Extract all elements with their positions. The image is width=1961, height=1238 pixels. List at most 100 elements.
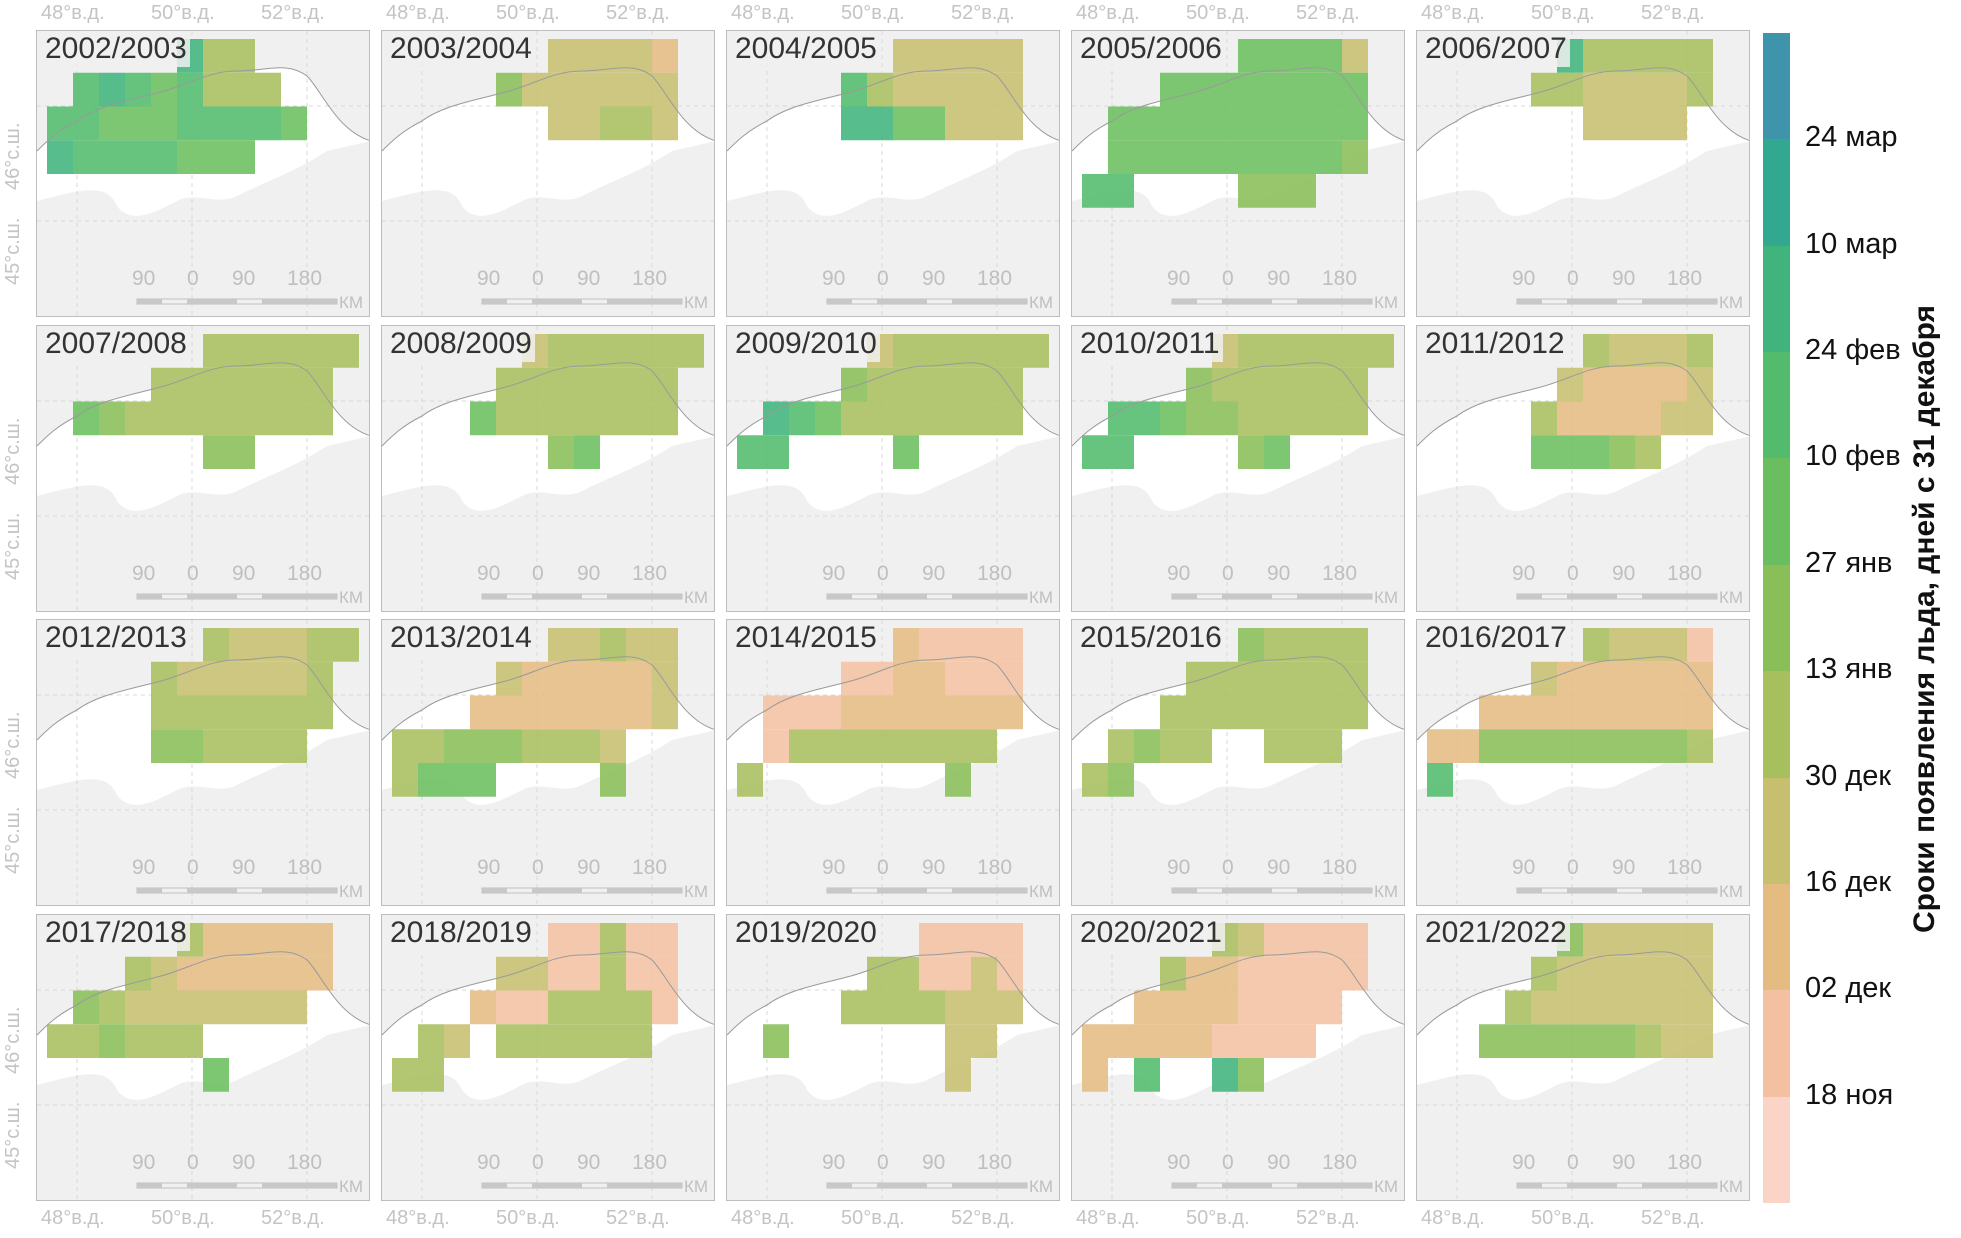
ice-onset-cell [496, 401, 522, 436]
ice-onset-cell [1238, 140, 1264, 174]
ice-onset-cell [971, 106, 997, 141]
ice-onset-cell [1635, 334, 1661, 368]
ice-onset-cell [1108, 106, 1134, 141]
ice-onset-cell [548, 695, 574, 730]
scalebar-tick-label: 90 [1612, 562, 1636, 585]
ice-onset-cell [1212, 695, 1238, 730]
ice-onset-cell [1583, 990, 1609, 1025]
ice-onset-cell [73, 401, 99, 436]
scalebar-segment [137, 1183, 162, 1188]
ice-onset-cell [281, 923, 307, 957]
scalebar-tick-label: 90 [822, 856, 846, 879]
ice-onset-cell [945, 923, 971, 957]
longitude-label: 52°в.д. [261, 2, 325, 24]
ice-onset-cell [1635, 628, 1661, 662]
ice-onset-cell [1108, 763, 1134, 797]
scalebar-segment [137, 594, 162, 599]
scalebar-tick-label: 90 [1512, 856, 1536, 879]
scalebar-segment [137, 299, 162, 304]
ice-onset-cell [997, 990, 1023, 1025]
ice-onset-cell [1635, 435, 1661, 469]
scalebar-tick-label: 90 [477, 856, 501, 879]
ice-onset-cell [600, 367, 626, 402]
ice-onset-cell [919, 72, 945, 107]
scalebar-tick-label: 90 [577, 1151, 601, 1174]
scalebar-tick-label: 180 [287, 267, 323, 290]
ice-onset-cell [919, 39, 945, 73]
ice-onset-cell [1134, 1058, 1160, 1092]
longitude-label: 50°в.д. [151, 2, 215, 24]
ice-onset-cell [1264, 401, 1290, 436]
ice-onset-cell [1082, 1058, 1108, 1092]
ice-onset-cell [1661, 990, 1687, 1025]
ice-onset-cell [626, 695, 652, 730]
ice-onset-cell [281, 956, 307, 991]
ice-onset-cell [522, 661, 548, 696]
ice-onset-cell [1583, 956, 1609, 991]
scalebar-tick-label: 90 [922, 562, 946, 585]
ice-onset-cell [763, 729, 789, 763]
ice-onset-cell [1661, 661, 1687, 696]
ice-onset-cell [307, 695, 333, 730]
ice-onset-cell [1316, 401, 1342, 436]
ice-onset-cell [574, 923, 600, 957]
latitude-label: 46°с.ш. [2, 1006, 24, 1074]
scalebar-tick-label: 0 [1567, 856, 1579, 879]
scalebar [1516, 298, 1718, 305]
scalebar-tick-label: 90 [1267, 1151, 1291, 1174]
ice-onset-cell [470, 695, 496, 730]
scalebar-tick-label: 180 [977, 856, 1013, 879]
ice-onset-cell [1583, 695, 1609, 730]
ice-onset-cell [1186, 956, 1212, 991]
ice-onset-cell [971, 72, 997, 107]
ice-onset-cell [600, 990, 626, 1025]
map-canvas [1417, 915, 1749, 1200]
coastline [382, 67, 714, 152]
ice-onset-cell [392, 763, 418, 797]
land-south [727, 730, 1059, 905]
map-canvas [37, 326, 369, 611]
ice-onset-cell [1160, 401, 1186, 436]
ice-onset-cell [574, 334, 600, 368]
ice-onset-cell [1290, 174, 1316, 208]
scalebar-tick-label: 180 [287, 1151, 323, 1174]
scalebar-tick-label: 90 [1167, 1151, 1191, 1174]
scalebar-tick-label: 90 [232, 856, 256, 879]
coastline [727, 656, 1059, 741]
ice-onset-cell [333, 628, 359, 662]
ice-onset-cell [1316, 334, 1342, 368]
ice-onset-cell [1316, 695, 1342, 730]
season-label: 2003/2004 [387, 31, 535, 67]
longitude-label: 52°в.д. [951, 2, 1015, 24]
scalebar-unit: КМ [1029, 293, 1054, 312]
scalebar-segment [532, 594, 582, 599]
ice-onset-cell [1661, 334, 1687, 368]
land-south [382, 436, 714, 611]
ice-onset-cell [626, 923, 652, 957]
scalebar-segment [877, 1183, 927, 1188]
ice-onset-cell [151, 990, 177, 1025]
ice-onset-cell [1342, 628, 1368, 662]
ice-onset-cell [1342, 956, 1368, 991]
coastline [727, 67, 1059, 152]
map-panel: 2003/2004 90 0 90 180 КМ [381, 30, 715, 317]
ice-onset-cell [1583, 39, 1609, 73]
legend-color-step [1763, 245, 1790, 353]
ice-onset-cell [333, 334, 359, 368]
scalebar-segment [137, 888, 162, 893]
ice-onset-cell [1160, 990, 1186, 1025]
scalebar [826, 593, 1028, 600]
ice-onset-cell [1635, 923, 1661, 957]
ice-onset-cell [548, 729, 574, 763]
scalebar-segment [877, 594, 927, 599]
land-south [1417, 141, 1749, 316]
ice-onset-cell [1290, 923, 1316, 957]
longitude-label: 50°в.д. [1186, 1207, 1250, 1229]
land-south [382, 141, 714, 316]
ice-onset-cell [177, 140, 203, 174]
ice-onset-cell [151, 401, 177, 436]
legend-label: 24 мар [1805, 121, 1898, 154]
ice-onset-cell [1609, 72, 1635, 107]
ice-onset-cell [1583, 334, 1609, 368]
scalebar-unit: КМ [339, 882, 364, 901]
